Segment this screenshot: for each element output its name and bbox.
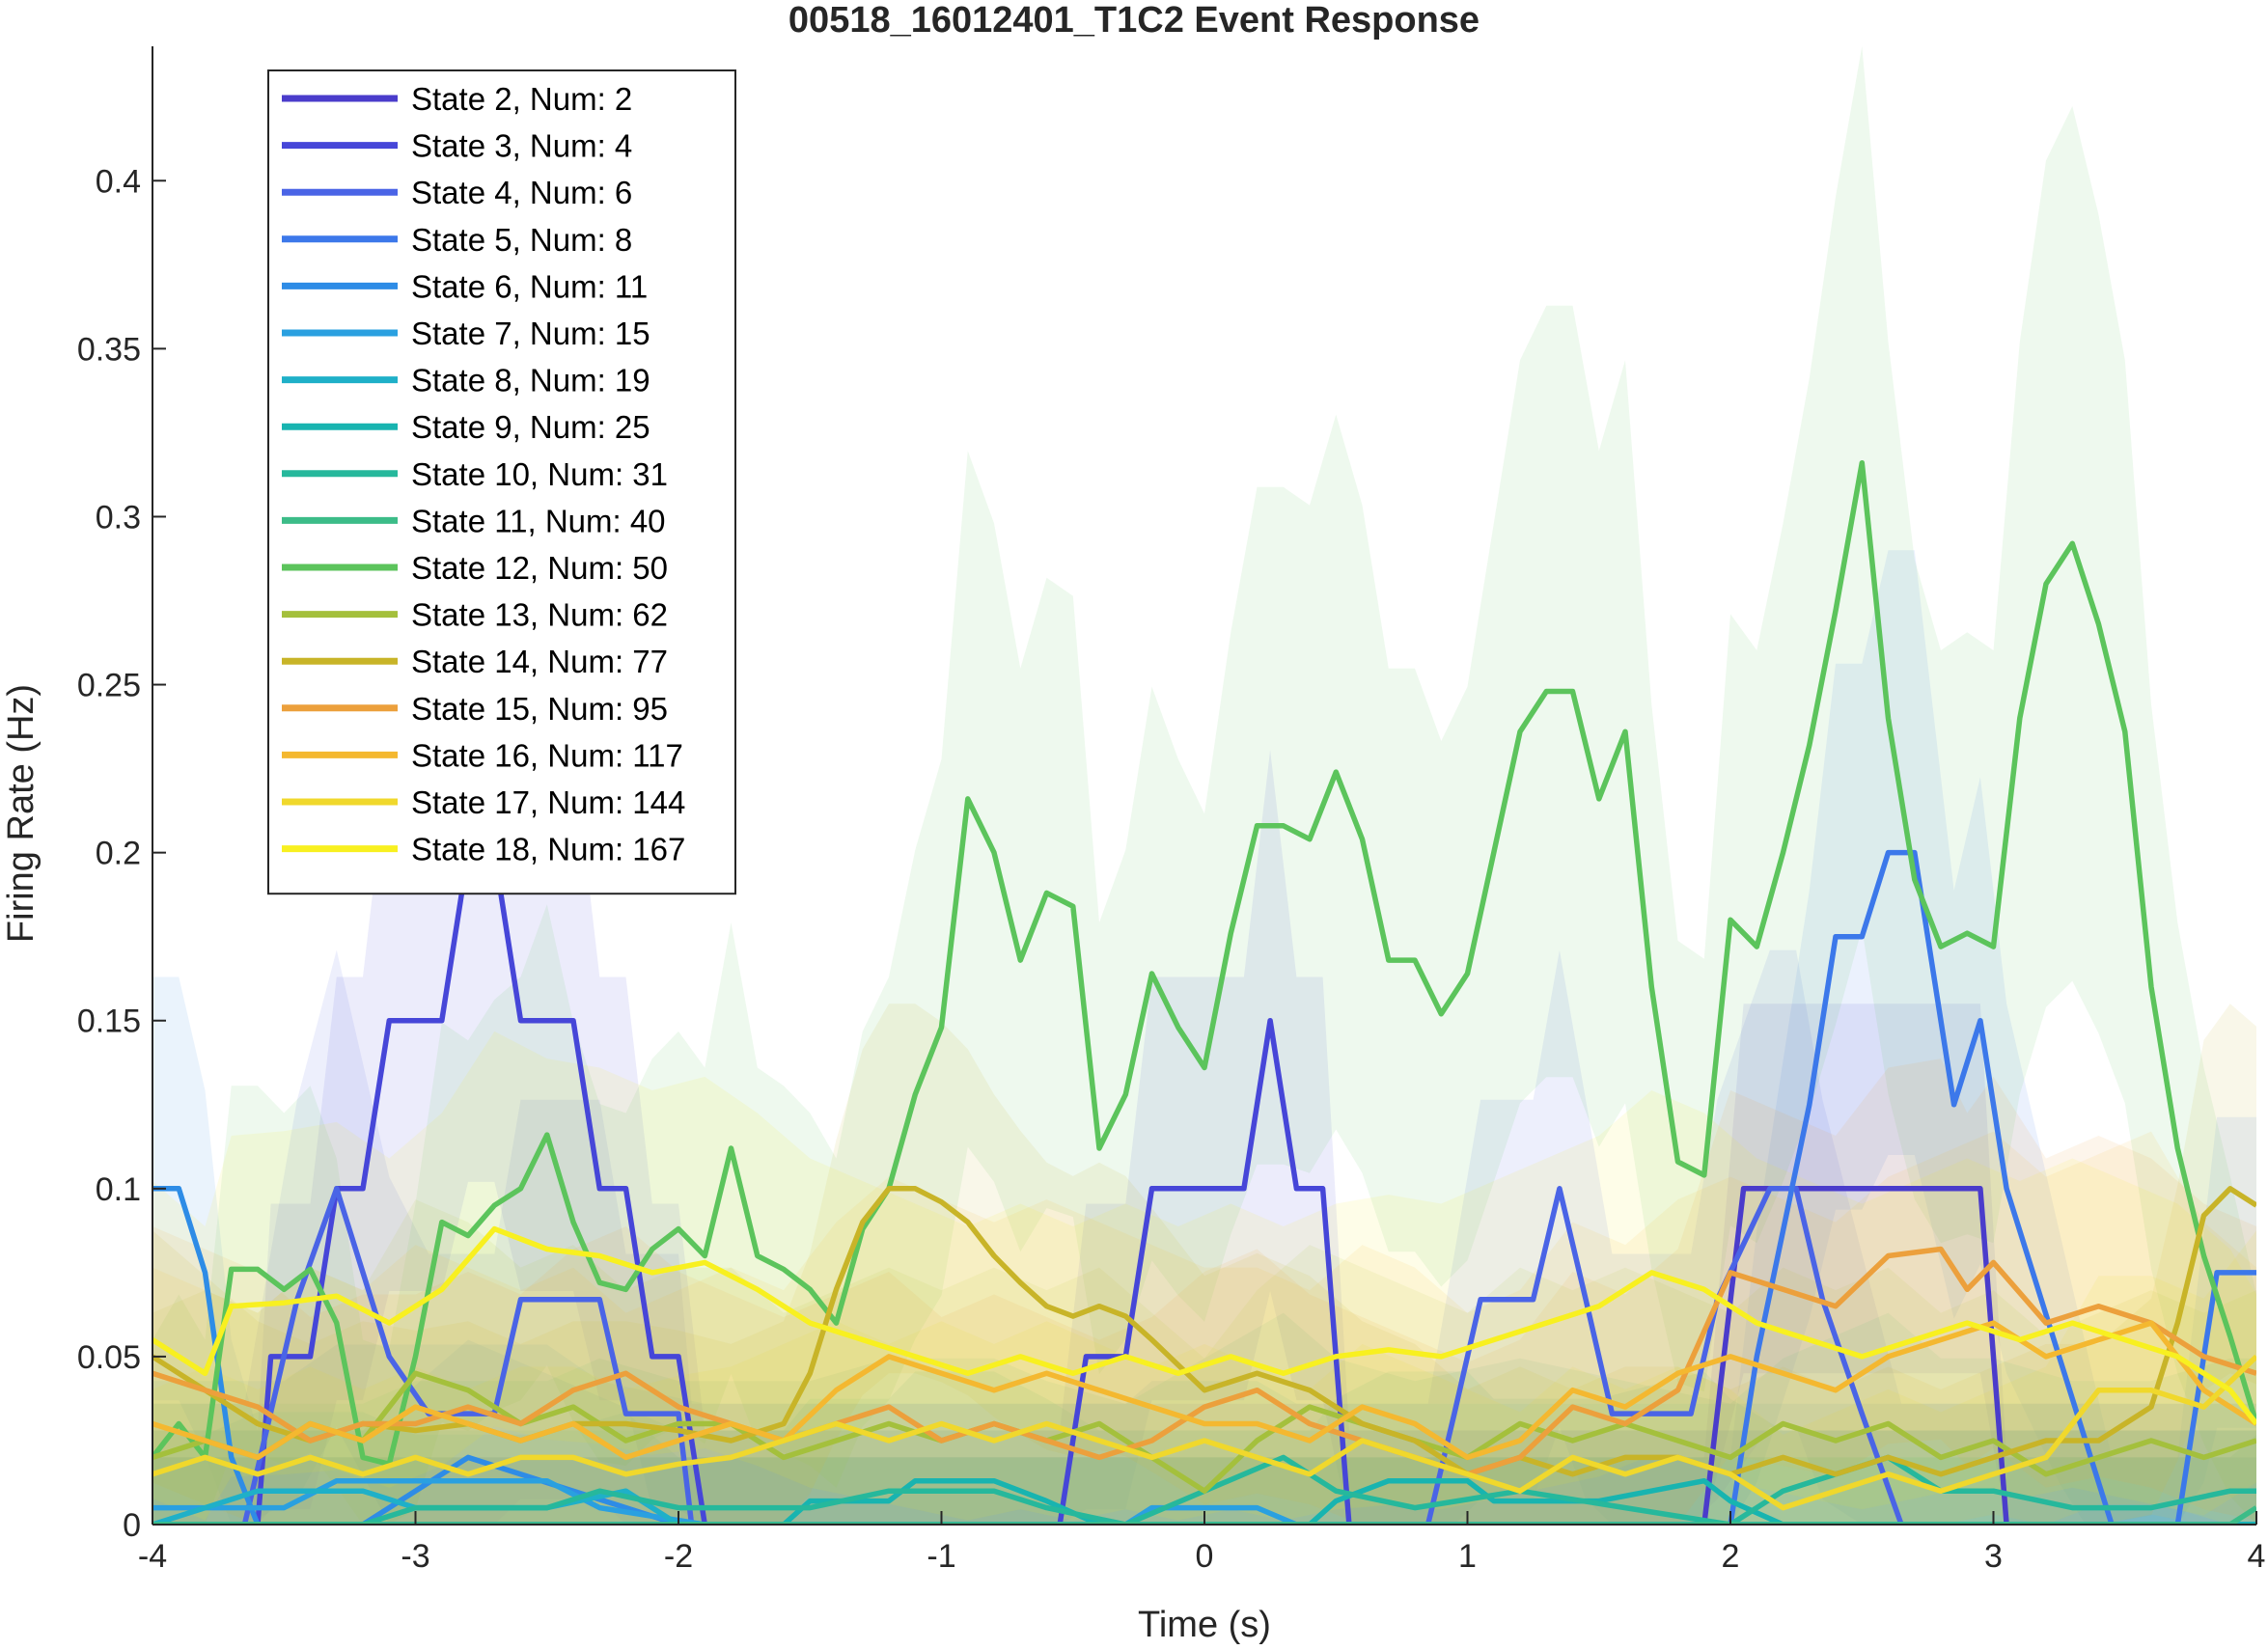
series-band-1 [152,1004,2256,1525]
series-line-15 [152,1320,2256,1461]
series-line-12 [152,1370,2256,1494]
series-line-10 [152,1505,2256,1525]
x-tick-label: 2 [1722,1538,1740,1575]
series-band-16 [152,1230,2256,1525]
x-tick-label: -2 [664,1538,693,1575]
x-tick-label: 3 [1984,1538,2003,1575]
series-band-2 [152,523,2256,1525]
series-line-14 [152,1246,2256,1477]
series-band-11 [152,46,2256,1525]
x-tick-label: -3 [401,1538,429,1575]
legend-item: State 15, Num: 95 [282,691,668,727]
legend-item: State 8, Num: 19 [282,363,650,399]
legend-label: State 3, Num: 4 [411,128,632,164]
series-line-13 [152,1186,2256,1477]
series-line-17 [152,1225,2256,1426]
legend-label: State 6, Num: 11 [411,268,648,304]
legend-label: State 4, Num: 6 [411,175,632,210]
legend-item: State 10, Num: 31 [282,456,668,492]
legend-label: State 17, Num: 144 [411,784,685,820]
legend-label: State 7, Num: 15 [411,316,650,351]
chart-title: 00518_16012401_T1C2 Event Response [788,0,1480,41]
y-tick-label: 0.1 [96,1171,141,1208]
legend-item: State 12, Num: 50 [282,550,668,586]
y-tick-label: 0.2 [96,836,141,872]
legend-label: State 5, Num: 8 [411,222,632,258]
series-line-4 [152,849,2256,1525]
series-line-16 [152,1354,2256,1511]
legend-item: State 18, Num: 167 [282,832,685,867]
y-tick-label: 0.25 [77,668,141,704]
series-band-7 [152,1412,2256,1525]
legend-item: State 17, Num: 144 [282,784,685,820]
series-line-8 [152,1477,2256,1525]
y-tick-label: 0.4 [96,163,141,200]
x-tick-label: 4 [2248,1538,2266,1575]
series-line-5 [152,1186,2256,1525]
legend-item: State 6, Num: 11 [282,268,648,304]
series-line-3 [152,1186,2256,1525]
x-tick-label: -1 [927,1538,955,1575]
series-line-2 [152,849,2256,1525]
series-line-11 [152,459,2256,1468]
plot-area [152,46,2256,1525]
legend-label: State 15, Num: 95 [411,691,668,727]
legend-label: State 14, Num: 77 [411,644,668,679]
legend-label: State 8, Num: 19 [411,363,650,399]
legend-label: State 16, Num: 117 [411,737,683,773]
legend-item: State 2, Num: 2 [282,81,632,117]
y-tick-label: 0.3 [96,499,141,536]
legend-label: State 9, Num: 25 [411,409,650,445]
x-tick-label: 1 [1458,1538,1477,1575]
series-band-8 [152,1371,2256,1525]
y-tick-label: 0.15 [77,1004,141,1040]
legend-label: State 18, Num: 167 [411,832,685,867]
legend-item: State 16, Num: 117 [282,737,683,773]
legend-item: State 9, Num: 25 [282,409,650,445]
legend-item: State 11, Num: 40 [282,503,666,538]
y-tick-label: 0 [123,1507,141,1544]
y-tick-label: 0.05 [77,1339,141,1376]
x-tick-label: -4 [138,1538,167,1575]
legend: State 2, Num: 2 State 3, Num: 4 State 4, N… [267,69,736,895]
series-band-13 [152,1004,2256,1525]
y-tick-label: 0.35 [77,331,141,368]
legend-label: State 2, Num: 2 [411,81,632,117]
series-band-5 [152,976,2256,1525]
legend-item: State 5, Num: 8 [282,222,632,258]
legend-label: State 13, Num: 62 [411,597,668,633]
axes: -4 -3 -2 -1 0 1 2 3 4 0 0.05 0.1 0.15 0.2 0.25 0.3 0.35 0… [77,46,2266,1575]
series-band-3 [152,949,2256,1525]
legend-label: State 11, Num: 40 [411,503,666,538]
legend-item: State 13, Num: 62 [282,597,668,633]
legend-label: State 10, Num: 31 [411,456,668,492]
legend-item: State 3, Num: 4 [282,128,632,164]
y-axis-label: Firing Rate (Hz) [1,684,41,943]
legend-label: State 12, Num: 50 [411,550,668,586]
series-band-17 [152,1031,2256,1525]
x-tick-label: 0 [1196,1538,1214,1575]
series-band-6 [152,1344,2256,1525]
series-band-4 [152,550,2256,1525]
x-axis-label: Time (s) [1138,1605,1271,1645]
legend-item: State 14, Num: 77 [282,644,668,679]
legend-item: State 7, Num: 15 [282,316,650,351]
legend-item: State 4, Num: 6 [282,175,632,210]
